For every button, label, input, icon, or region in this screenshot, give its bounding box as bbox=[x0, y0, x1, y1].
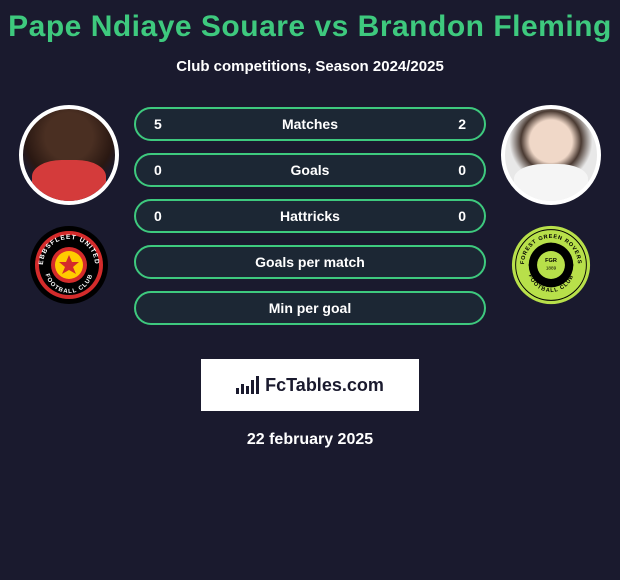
subtitle: Club competitions, Season 2024/2025 bbox=[8, 58, 612, 75]
stat-right-value: 0 bbox=[436, 162, 466, 178]
stat-label: Goals bbox=[184, 162, 436, 178]
logo-bars-icon bbox=[236, 376, 259, 394]
player-left-photo bbox=[19, 105, 119, 205]
stat-row: Goals per match bbox=[134, 245, 486, 279]
stat-left-value: 5 bbox=[154, 116, 184, 132]
date-text: 22 february 2025 bbox=[247, 431, 373, 449]
stat-right-value: 2 bbox=[436, 116, 466, 132]
club-right-badge: FGR 1889 FOREST GREEN ROVERS bbox=[511, 225, 591, 305]
ebbsfleet-badge-icon: EBBSFLEET UNITED FOOTBALL CLUB bbox=[29, 225, 109, 305]
stat-row: Min per goal bbox=[134, 291, 486, 325]
stat-label: Min per goal bbox=[184, 300, 436, 316]
svg-text:FGR: FGR bbox=[545, 258, 557, 264]
stat-right-value: 0 bbox=[436, 208, 466, 224]
footer: FcTables.com 22 february 2025 bbox=[8, 359, 612, 449]
stat-label: Hattricks bbox=[184, 208, 436, 224]
stat-row: 5 Matches 2 bbox=[134, 107, 486, 141]
stat-row: 0 Hattricks 0 bbox=[134, 199, 486, 233]
stat-label: Goals per match bbox=[184, 254, 436, 270]
fctables-logo: FcTables.com bbox=[201, 359, 419, 411]
club-left-badge: EBBSFLEET UNITED FOOTBALL CLUB bbox=[29, 225, 109, 305]
player-right-photo bbox=[501, 105, 601, 205]
main-row: EBBSFLEET UNITED FOOTBALL CLUB 5 Matches… bbox=[8, 105, 612, 325]
right-side: FGR 1889 FOREST GREEN ROVERS bbox=[496, 105, 606, 305]
stat-left-value: 0 bbox=[154, 208, 184, 224]
stats-column: 5 Matches 2 0 Goals 0 0 Hattricks 0 Goal… bbox=[134, 105, 486, 325]
stat-left-value: 0 bbox=[154, 162, 184, 178]
logo-text: FcTables.com bbox=[265, 375, 384, 396]
forest-green-badge-icon: FGR 1889 FOREST GREEN ROVERS bbox=[511, 222, 591, 308]
page-title: Pape Ndiaye Souare vs Brandon Fleming bbox=[8, 10, 612, 44]
stat-label: Matches bbox=[184, 116, 436, 132]
svg-text:1889: 1889 bbox=[546, 266, 557, 271]
stat-row: 0 Goals 0 bbox=[134, 153, 486, 187]
comparison-card: Pape Ndiaye Souare vs Brandon Fleming Cl… bbox=[0, 0, 620, 449]
left-side: EBBSFLEET UNITED FOOTBALL CLUB bbox=[14, 105, 124, 305]
